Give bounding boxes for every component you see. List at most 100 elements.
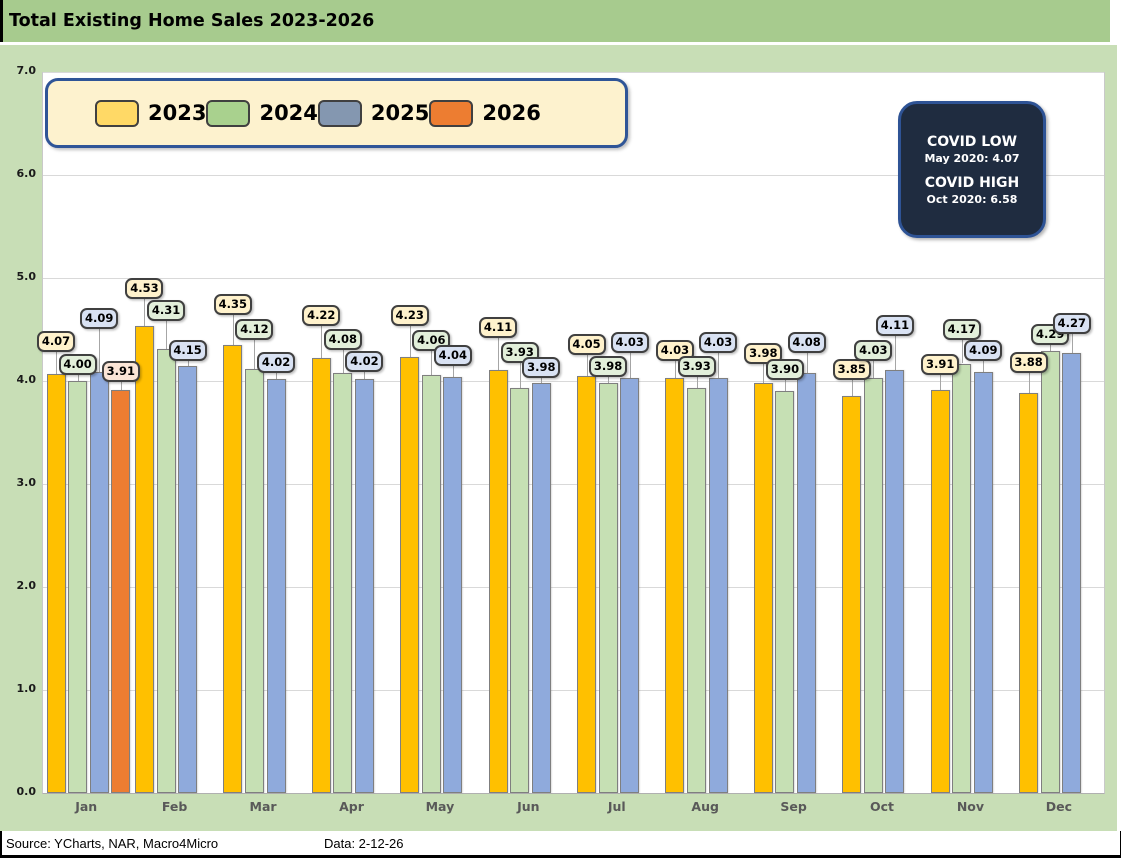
y-tick-7.0: 7.0 <box>16 64 37 77</box>
label-leader-line <box>144 298 146 327</box>
value-label-2025-jan: 4.09 <box>80 307 119 329</box>
y-tick-3.0: 3.0 <box>16 476 37 489</box>
label-leader-line <box>608 377 610 384</box>
legend-item-2024: 2024 <box>206 99 318 127</box>
legend-label-2025: 2025 <box>370 101 430 125</box>
gridline <box>43 690 1104 691</box>
label-leader-line <box>1071 333 1073 354</box>
label-leader-line <box>99 328 101 372</box>
bar-2025-jun <box>531 383 551 793</box>
y-tick-2.0: 2.0 <box>16 579 37 592</box>
bar-2024-oct <box>863 377 883 793</box>
legend-item-2023: 2023 <box>95 99 206 127</box>
covid-low-value: May 2020: 4.07 <box>924 151 1020 165</box>
label-leader-line <box>806 353 808 373</box>
label-leader-line <box>166 321 168 350</box>
bar-2023-apr <box>311 358 331 793</box>
bar-2023-oct <box>842 396 862 793</box>
bar-2024-jul <box>598 383 618 793</box>
bar-2023-mar <box>223 344 243 793</box>
label-leader-line <box>187 360 189 366</box>
value-label-2023-jul: 4.05 <box>567 334 606 356</box>
value-label-2024-oct: 4.03 <box>854 339 893 361</box>
value-label-2023-apr: 4.22 <box>302 304 341 326</box>
gridline <box>43 381 1104 382</box>
label-leader-line <box>56 352 57 374</box>
x-axis: Jan Feb Mar Apr May Jun Jul Aug Sep Oct Nov Dec <box>42 799 1103 821</box>
label-leader-line <box>541 378 543 384</box>
value-label-2024-jan: 4.00 <box>58 354 97 376</box>
value-label-2023-may: 4.23 <box>390 304 429 326</box>
value-label-2025-apr: 4.02 <box>345 350 384 372</box>
legend-item-2025: 2025 <box>317 99 430 127</box>
value-label-2024-apr: 4.08 <box>323 329 362 351</box>
source-text: Source: YCharts, NAR, Macro4Micro <box>6 836 219 851</box>
bar-2023-jan <box>46 373 66 793</box>
x-tick-jul: Jul <box>607 799 626 814</box>
bar-2023-jun <box>488 369 508 793</box>
bar-2023-may <box>400 357 420 793</box>
bar-2023-feb <box>134 326 154 793</box>
x-tick-jun: Jun <box>517 799 540 814</box>
x-tick-feb: Feb <box>161 799 188 814</box>
value-label-2026-jan: 3.91 <box>101 361 140 383</box>
covid-annotation-box: COVID LOW May 2020: 4.07 COVID HIGH Oct … <box>898 101 1046 238</box>
value-label-2025-nov: 4.09 <box>964 339 1003 361</box>
label-leader-line <box>498 337 500 370</box>
legend-swatch-2026 <box>429 99 474 127</box>
label-leader-line <box>586 355 588 376</box>
gridline <box>43 484 1104 485</box>
data-date-text: Data: 2-12-26 <box>324 836 404 851</box>
label-leader-line <box>961 340 963 364</box>
value-label-2023-jun: 4.11 <box>479 316 518 338</box>
legend-label-2024: 2024 <box>259 101 318 125</box>
value-label-2024-mar: 4.12 <box>235 319 274 340</box>
value-label-2023-mar: 4.35 <box>213 294 252 316</box>
label-leader-line <box>254 340 256 369</box>
label-leader-line <box>1050 345 1052 352</box>
label-leader-line <box>1028 372 1030 394</box>
label-leader-line <box>894 335 896 370</box>
y-tick-6.0: 6.0 <box>16 167 37 180</box>
covid-high-value: Oct 2020: 6.58 <box>926 192 1018 206</box>
value-label-2025-aug: 4.03 <box>699 332 738 354</box>
footer-bar: Source: YCharts, NAR, Macro4Micro Data: … <box>0 831 1121 858</box>
bar-2025-apr <box>354 378 374 793</box>
label-leader-line <box>452 365 454 377</box>
value-label-2023-feb: 4.53 <box>125 277 164 299</box>
x-tick-dec: Dec <box>1045 799 1072 814</box>
bar-2025-nov <box>973 371 993 793</box>
label-leader-line <box>120 382 122 391</box>
value-label-2025-may: 4.04 <box>433 344 472 366</box>
gridline <box>43 278 1104 279</box>
label-leader-line <box>629 353 631 378</box>
bar-2023-dec <box>1019 393 1039 793</box>
x-tick-apr: Apr <box>339 799 364 814</box>
label-leader-line <box>342 350 344 373</box>
label-leader-line <box>983 360 985 372</box>
value-label-2024-nov: 4.17 <box>942 319 981 340</box>
gridline <box>43 175 1104 176</box>
bar-2025-feb <box>178 365 198 793</box>
label-leader-line <box>763 363 765 384</box>
bar-2024-mar <box>244 368 264 793</box>
label-leader-line <box>940 375 942 391</box>
x-tick-nov: Nov <box>956 799 985 814</box>
x-tick-oct: Oct <box>870 799 895 814</box>
legend-swatch-2025 <box>317 99 362 127</box>
gridline <box>43 72 1104 73</box>
gridline <box>43 587 1104 588</box>
value-label-2024-aug: 3.93 <box>677 356 716 378</box>
bar-2024-jan <box>68 381 88 793</box>
value-label-2024-jul: 3.98 <box>589 356 628 378</box>
value-label-2025-sep: 4.08 <box>787 332 826 354</box>
bar-2024-aug <box>687 388 707 793</box>
legend-label-2026: 2026 <box>482 101 541 125</box>
value-label-2025-jul: 4.03 <box>610 332 649 354</box>
label-leader-line <box>784 380 786 392</box>
label-leader-line <box>276 372 278 379</box>
bar-2024-feb <box>156 349 176 793</box>
bar-2023-aug <box>665 377 685 793</box>
y-tick-0.0: 0.0 <box>16 785 37 798</box>
